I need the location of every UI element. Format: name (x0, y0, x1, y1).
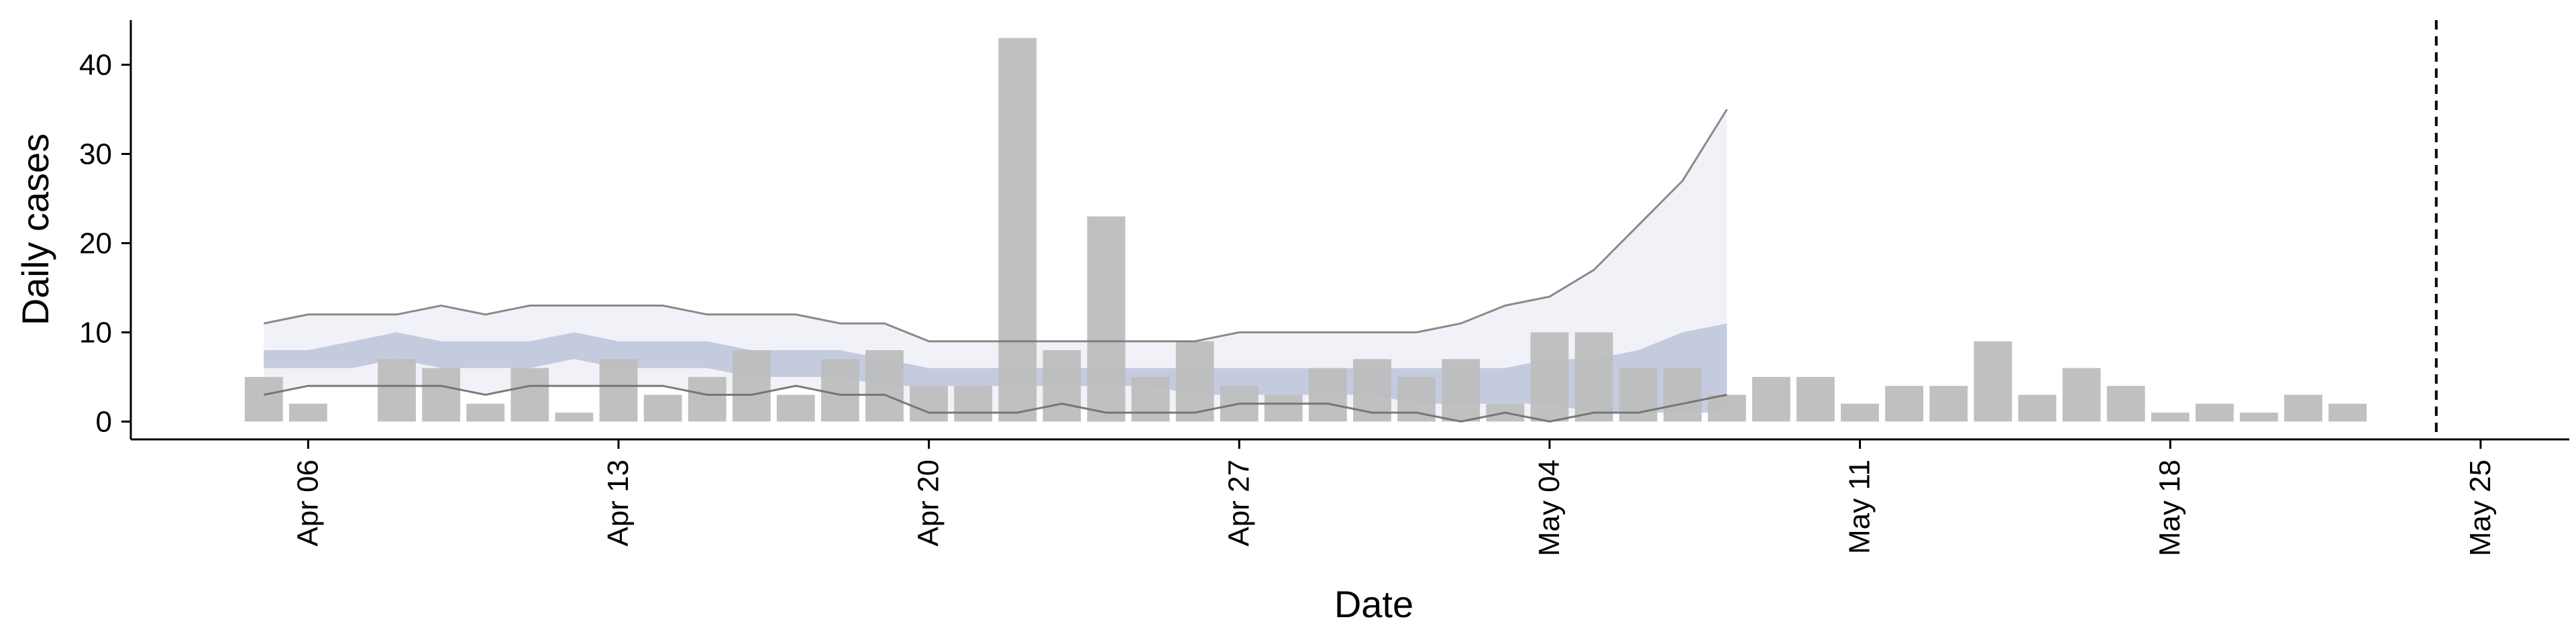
daily-case-bar (1175, 341, 1214, 422)
daily-case-bar (2328, 403, 2367, 422)
daily-case-bar (732, 350, 771, 422)
daily-case-bar (1264, 394, 1303, 422)
daily-case-bar (288, 403, 327, 422)
x-tick-label: Apr 06 (291, 460, 324, 547)
daily-case-bar (776, 394, 815, 422)
x-tick-label: Apr 20 (912, 460, 945, 547)
daily-case-bar (1442, 359, 1481, 422)
upper-bound-line (264, 109, 1728, 343)
daily-case-bar (998, 38, 1037, 422)
x-axis-title: Date (1334, 583, 1413, 625)
daily-case-bar (422, 368, 460, 422)
daily-case-bar (2151, 413, 2190, 422)
daily-case-bar (599, 359, 638, 422)
daily-case-bar (1752, 376, 1790, 422)
daily-case-bar (511, 368, 549, 422)
x-tick-label: May 25 (2464, 460, 2497, 556)
y-axis-ticks: 0 10 20 30 40 (79, 48, 131, 438)
daily-case-bar (244, 376, 283, 422)
x-tick-label: May 18 (2153, 460, 2186, 556)
y-tick-label: 10 (79, 316, 112, 349)
x-tick-label: Apr 13 (602, 460, 635, 547)
daily-case-bar (821, 359, 859, 422)
daily-case-bar (378, 359, 416, 422)
daily-case-bar (2239, 413, 2278, 422)
daily-case-bar (1353, 359, 1391, 422)
daily-case-bar (555, 413, 594, 422)
daily-case-bar (1087, 216, 1126, 422)
daily-case-bar (1929, 386, 1968, 422)
daily-case-bar (1974, 341, 2012, 422)
daily-case-bar (2062, 368, 2101, 422)
x-tick-label: Apr 27 (1222, 460, 1255, 547)
daily-case-bar (1841, 403, 1879, 422)
daily-case-bar (688, 376, 727, 422)
daily-case-bar (1885, 386, 1923, 422)
daily-case-bar (1397, 376, 1436, 422)
daily-case-bar (1796, 376, 1835, 422)
y-tick-label: 30 (79, 138, 112, 170)
daily-case-bar (1574, 332, 1613, 422)
daily-case-bar (2195, 403, 2234, 422)
daily-case-bar (2106, 386, 2145, 422)
daily-case-bar (910, 386, 948, 422)
y-tick-label: 40 (79, 48, 112, 81)
daily-case-bar (643, 394, 682, 422)
x-tick-label: May 04 (1533, 460, 1566, 556)
y-tick-label: 20 (79, 227, 112, 260)
x-tick-label: May 11 (1843, 460, 1876, 554)
daily-case-bar (2284, 394, 2322, 422)
daily-case-bar (1131, 376, 1170, 422)
y-tick-label: 0 (96, 405, 112, 438)
estimate-bands (264, 109, 1727, 422)
daily-case-bar (1042, 350, 1081, 422)
daily-case-bar (1707, 394, 1746, 422)
x-axis-ticks: Apr 06 Apr 13 Apr 20 Apr 27 May 04 May 11 May … (291, 439, 2497, 556)
daily-case-bar (466, 403, 505, 422)
daily-case-bar (865, 350, 904, 422)
daily-case-bars (244, 38, 2367, 422)
lower-bound-line (264, 384, 1727, 423)
daily-case-bar (2018, 394, 2057, 422)
y-axis-title: Daily cases (14, 133, 56, 325)
daily-case-bar (1309, 368, 1347, 422)
daily-case-bar (1663, 368, 1702, 422)
daily-case-bar (954, 386, 993, 422)
estimate-bound-lines (264, 109, 1728, 423)
daily-case-bar (1530, 332, 1569, 422)
chart-axes (129, 20, 2569, 441)
